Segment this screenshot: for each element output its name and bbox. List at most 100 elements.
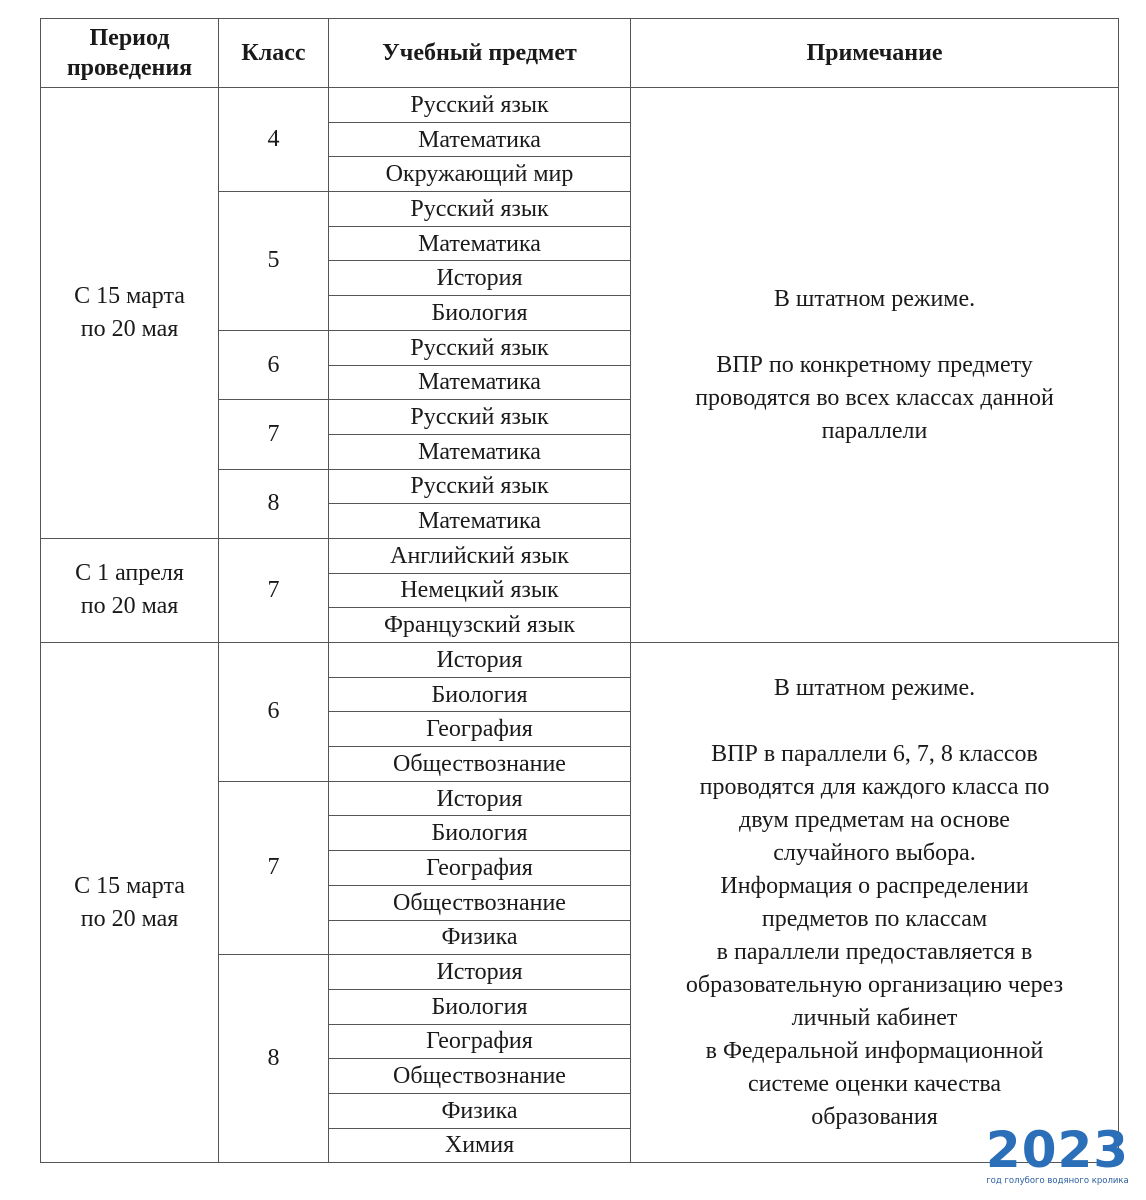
table-row: Биология — [41, 676, 1119, 713]
header-cell: Период проведения — [40, 18, 219, 88]
header-cell: Учебный предмет — [328, 18, 631, 88]
subject-cell: Русский язык — [328, 468, 631, 505]
period-cell: С 15 марта по 20 мая — [40, 87, 219, 539]
class-cell: 7 — [218, 537, 329, 644]
text-line: С 15 марта — [74, 872, 185, 899]
header-cell: Класс — [218, 18, 329, 88]
table-row: Химия — [41, 1127, 1119, 1164]
subject-cell: Биология — [328, 295, 631, 331]
table-row: 6 Русский язык — [41, 329, 1119, 401]
subject-cell: История — [328, 954, 631, 990]
table-row: Обществознание — [41, 746, 1119, 782]
subject-cell: Математика — [328, 503, 631, 539]
header-row: Период проведения Класс Учебный предмет При… — [40, 18, 1119, 88]
subject-cell: Русский язык — [328, 191, 631, 227]
text-line: С 1 апреля — [75, 560, 184, 587]
table-row: Математика — [41, 433, 1119, 470]
class-cell: 6 — [218, 642, 329, 782]
subject-cell: Физика — [328, 919, 631, 956]
table-row: История — [41, 260, 1119, 297]
subject-cell: Физика — [328, 1092, 631, 1129]
text-line: в Федеральной информационной — [705, 1037, 1044, 1064]
table-row: Немецкий язык — [41, 572, 1119, 609]
text-line: проводятся для каждого класса по — [699, 773, 1050, 800]
text-line: образования — [811, 1103, 938, 1130]
subject-cell: Биология — [328, 676, 631, 713]
note-paragraph: В штатном режиме. — [631, 672, 1118, 705]
table-row: Физика — [41, 919, 1119, 956]
subject-cell: Математика — [328, 225, 631, 262]
subject-cell: Химия — [328, 1127, 631, 1164]
subject-cell: Обществознание — [328, 884, 631, 921]
table-row: География — [41, 850, 1119, 886]
subject-cell: Немецкий язык — [328, 572, 631, 609]
subject-cell: Окружающий мир — [328, 156, 631, 193]
watermark-year: 2023 — [985, 1121, 1130, 1179]
table-row: 7 Русский язык — [41, 399, 1119, 470]
class-cell: 7 — [218, 399, 329, 470]
table-row: Обществознание — [41, 884, 1119, 921]
subject-cell: Биология — [328, 815, 631, 852]
note-cell: В штатном режиме. ВПР в параллели 6, 7, 8… — [630, 641, 1119, 1164]
text-line: С 15 марта — [74, 282, 185, 309]
text-line: личный кабинет — [791, 1004, 958, 1031]
table-row: Биология — [41, 295, 1119, 331]
schedule-table: Период проведения Класс Учебный предмет При… — [40, 18, 1119, 1164]
class-cell: 5 — [218, 191, 329, 331]
text-line: по 20 мая — [80, 593, 179, 620]
table-row: Физика — [41, 1092, 1119, 1129]
subject-cell: Математика — [328, 433, 631, 470]
text-line: ВПР в параллели 6, 7, 8 классов — [711, 740, 1038, 767]
subject-cell: История — [328, 780, 631, 817]
subject-cell: География — [328, 711, 631, 748]
table-body: С 15 марта по 20 мая 4 Русский язык В штатно… — [40, 86, 1119, 1164]
table-row: Французский язык — [41, 607, 1119, 643]
table-row: География — [41, 711, 1119, 748]
table-row: 7 История — [41, 780, 1119, 956]
watermark-caption: год голубого водяного кролика — [986, 1176, 1129, 1186]
subject-cell: Русский язык — [328, 329, 631, 366]
text-line: двум предметам на основе — [739, 806, 1010, 833]
text-line: В штатном режиме. — [773, 285, 976, 312]
subject-cell: География — [328, 850, 631, 886]
table-row: Биология — [41, 988, 1119, 1025]
class-cell: 6 — [218, 329, 329, 401]
class-cell: 4 — [218, 86, 329, 193]
note-paragraph: В штатном режиме. — [631, 283, 1118, 316]
class-cell: 8 — [218, 468, 329, 539]
watermark: 2023 год голубого водяного кролика — [975, 1125, 1140, 1187]
subject-cell: История — [328, 260, 631, 297]
table-row: 8 Русский язык — [41, 468, 1119, 539]
table-row: С 1 апреля по 20 мая 7 Английский язык — [40, 537, 1119, 644]
note-paragraph: ВПР по конкретному предмету проводятся во… — [631, 349, 1118, 448]
table-row: С 15 марта по 20 мая 6 История В штатном реж… — [40, 641, 1119, 1164]
table-row: Математика — [41, 121, 1119, 158]
subject-cell: Английский язык — [328, 537, 631, 574]
text-line: ВПР по конкретному предмету — [716, 351, 1033, 378]
table-row: Окружающий мир — [41, 156, 1119, 193]
class-cell: 7 — [218, 780, 329, 956]
subject-cell: Обществознание — [328, 1058, 631, 1094]
table-row: Математика — [41, 503, 1119, 539]
header-cell: Примечание — [630, 18, 1119, 88]
text-line: в параллели предоставляется в — [716, 938, 1033, 965]
text-line: параллели — [821, 417, 928, 444]
subject-cell: Математика — [328, 121, 631, 158]
period-cell: С 15 марта по 20 мая — [40, 641, 219, 1164]
subject-cell: Французский язык — [328, 607, 631, 643]
note-cell: В штатном режиме. ВПР по конкретному пред… — [630, 87, 1119, 643]
table-row: География — [41, 1023, 1119, 1060]
subject-cell: История — [328, 642, 631, 678]
table-row: 5 Русский язык — [41, 191, 1119, 331]
text-line: образовательную организацию через — [685, 971, 1064, 998]
period-cell: С 1 апреля по 20 мая — [40, 537, 219, 644]
text-line: по 20 мая — [80, 905, 179, 932]
subject-cell: Обществознание — [328, 746, 631, 782]
text-line: предметов по классам — [761, 905, 988, 932]
table-row: С 15 марта по 20 мая 4 Русский язык В штатно… — [40, 86, 1119, 643]
subject-cell: Русский язык — [328, 87, 631, 123]
table-row: 8 История — [41, 954, 1119, 1164]
subject-cell: География — [328, 1023, 631, 1060]
text-line: по 20 мая — [80, 315, 179, 342]
